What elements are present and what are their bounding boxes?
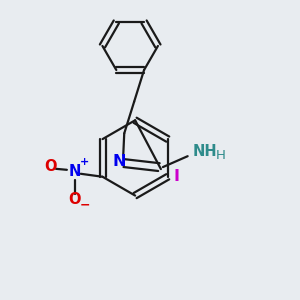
Text: H: H (215, 149, 225, 162)
Text: NH: NH (193, 144, 217, 159)
Text: O: O (44, 159, 56, 174)
Text: −: − (80, 199, 90, 212)
Text: I: I (174, 169, 180, 184)
Text: N: N (69, 164, 81, 179)
Text: O: O (68, 192, 81, 207)
Text: N: N (112, 154, 126, 169)
Text: +: + (80, 157, 89, 167)
